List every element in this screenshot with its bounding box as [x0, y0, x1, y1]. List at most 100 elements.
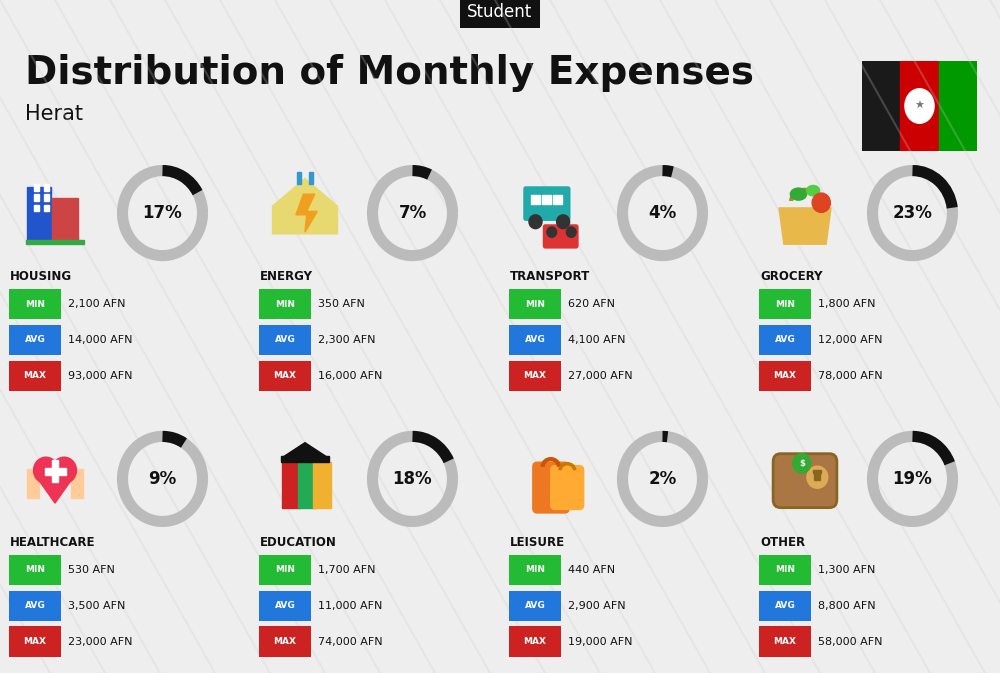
Text: 2,900 AFN: 2,900 AFN	[568, 601, 625, 610]
Text: 2%: 2%	[648, 470, 677, 488]
Text: 14,000 AFN: 14,000 AFN	[68, 335, 132, 345]
Polygon shape	[36, 476, 74, 503]
Text: HOUSING: HOUSING	[10, 271, 72, 283]
Text: 8,800 AFN: 8,800 AFN	[818, 601, 875, 610]
Bar	[900, 61, 939, 151]
Text: AVG: AVG	[25, 335, 45, 345]
FancyBboxPatch shape	[9, 555, 61, 586]
Circle shape	[905, 89, 934, 123]
Text: EDUCATION: EDUCATION	[260, 536, 337, 549]
FancyBboxPatch shape	[509, 325, 561, 355]
Text: 12,000 AFN: 12,000 AFN	[818, 335, 882, 345]
Text: MAX: MAX	[274, 371, 296, 380]
Text: 7%: 7%	[398, 204, 427, 222]
FancyBboxPatch shape	[509, 627, 561, 657]
FancyBboxPatch shape	[550, 465, 584, 510]
Text: ENERGY: ENERGY	[260, 271, 313, 283]
FancyBboxPatch shape	[259, 325, 311, 355]
Text: 18%: 18%	[393, 470, 432, 488]
Bar	[542, 194, 551, 205]
Bar	[27, 468, 39, 498]
FancyBboxPatch shape	[759, 591, 811, 621]
Text: MAX: MAX	[274, 637, 296, 646]
Text: Student: Student	[467, 3, 533, 21]
Bar	[52, 460, 58, 483]
FancyBboxPatch shape	[509, 555, 561, 586]
FancyBboxPatch shape	[259, 361, 311, 391]
Text: $: $	[799, 459, 805, 468]
Text: 93,000 AFN: 93,000 AFN	[68, 371, 132, 381]
FancyBboxPatch shape	[759, 289, 811, 320]
Text: MIN: MIN	[275, 299, 295, 308]
FancyBboxPatch shape	[509, 361, 561, 391]
Text: 11,000 AFN: 11,000 AFN	[318, 601, 382, 610]
Circle shape	[547, 227, 557, 238]
FancyBboxPatch shape	[759, 325, 811, 355]
Text: 23%: 23%	[893, 204, 932, 222]
Text: 78,000 AFN: 78,000 AFN	[818, 371, 882, 381]
FancyBboxPatch shape	[259, 555, 311, 586]
Text: 16,000 AFN: 16,000 AFN	[318, 371, 382, 381]
Circle shape	[807, 466, 828, 489]
Text: 74,000 AFN: 74,000 AFN	[318, 637, 382, 647]
Text: 1,700 AFN: 1,700 AFN	[318, 565, 375, 575]
Text: TRANSPORT: TRANSPORT	[510, 271, 590, 283]
Bar	[814, 472, 820, 480]
FancyBboxPatch shape	[259, 289, 311, 320]
Text: 2,100 AFN: 2,100 AFN	[68, 299, 125, 309]
Bar	[44, 184, 49, 190]
Text: 3,500 AFN: 3,500 AFN	[68, 601, 125, 610]
Circle shape	[566, 227, 576, 238]
Text: 9%: 9%	[148, 470, 177, 488]
Bar	[34, 205, 39, 211]
Circle shape	[557, 215, 570, 229]
Text: MIN: MIN	[775, 299, 795, 308]
FancyBboxPatch shape	[509, 591, 561, 621]
Bar	[71, 468, 83, 498]
FancyBboxPatch shape	[9, 361, 61, 391]
FancyBboxPatch shape	[259, 591, 311, 621]
Ellipse shape	[790, 188, 807, 200]
Bar	[27, 187, 51, 242]
Ellipse shape	[807, 186, 820, 196]
Text: MIN: MIN	[25, 565, 45, 574]
Text: MIN: MIN	[25, 299, 45, 308]
FancyBboxPatch shape	[759, 555, 811, 586]
Text: 530 AFN: 530 AFN	[68, 565, 114, 575]
Text: 1,800 AFN: 1,800 AFN	[818, 299, 875, 309]
Polygon shape	[272, 178, 338, 234]
Circle shape	[793, 454, 811, 473]
Bar	[531, 194, 540, 205]
FancyBboxPatch shape	[523, 186, 570, 221]
Circle shape	[34, 457, 58, 483]
FancyBboxPatch shape	[532, 462, 570, 513]
Bar	[34, 184, 39, 190]
Bar	[26, 240, 84, 244]
FancyBboxPatch shape	[259, 627, 311, 657]
Text: GROCERY: GROCERY	[760, 271, 822, 283]
FancyBboxPatch shape	[9, 627, 61, 657]
Bar	[45, 468, 66, 474]
Bar	[862, 61, 900, 151]
Text: AVG: AVG	[525, 601, 545, 610]
Bar	[281, 456, 329, 462]
Text: 4%: 4%	[648, 204, 677, 222]
Bar	[52, 198, 78, 242]
Text: 27,000 AFN: 27,000 AFN	[568, 371, 632, 381]
Text: Herat: Herat	[25, 104, 83, 125]
Text: MAX: MAX	[524, 637, 546, 646]
Text: 17%: 17%	[143, 204, 182, 222]
Bar	[282, 462, 300, 508]
Circle shape	[52, 457, 76, 483]
Text: 19%: 19%	[893, 470, 932, 488]
Text: MAX: MAX	[524, 371, 546, 380]
Bar	[44, 205, 49, 211]
Bar	[313, 462, 331, 508]
Text: 620 AFN: 620 AFN	[568, 299, 614, 309]
Circle shape	[812, 193, 830, 213]
Text: 2,300 AFN: 2,300 AFN	[318, 335, 375, 345]
Text: MAX: MAX	[24, 637, 46, 646]
Bar	[553, 194, 562, 205]
Text: 19,000 AFN: 19,000 AFN	[568, 637, 632, 647]
Text: ★: ★	[914, 101, 924, 111]
